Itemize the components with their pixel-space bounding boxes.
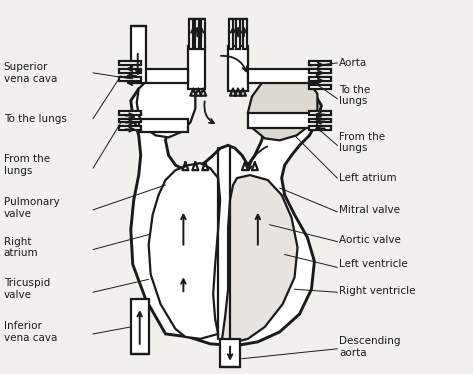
Polygon shape xyxy=(309,126,331,131)
Text: Superior
vena cava: Superior vena cava xyxy=(4,62,57,84)
Polygon shape xyxy=(119,119,140,122)
Text: Left ventricle: Left ventricle xyxy=(339,260,408,269)
Polygon shape xyxy=(220,339,240,367)
Polygon shape xyxy=(248,73,317,140)
Polygon shape xyxy=(131,26,146,83)
Polygon shape xyxy=(139,69,188,83)
Text: Right
atrium: Right atrium xyxy=(4,237,38,258)
Text: Aortic valve: Aortic valve xyxy=(339,234,401,245)
Text: Inferior
vena cava: Inferior vena cava xyxy=(4,321,57,343)
Polygon shape xyxy=(228,46,248,91)
Polygon shape xyxy=(201,19,205,49)
Text: To the
lungs: To the lungs xyxy=(339,85,370,107)
Polygon shape xyxy=(309,111,331,114)
Text: Descending
aorta: Descending aorta xyxy=(339,336,401,358)
Polygon shape xyxy=(131,299,149,354)
Polygon shape xyxy=(149,163,220,339)
Polygon shape xyxy=(243,19,247,49)
Polygon shape xyxy=(309,69,331,73)
Polygon shape xyxy=(195,19,199,49)
Text: Left atrium: Left atrium xyxy=(339,173,397,183)
Text: From the
lungs: From the lungs xyxy=(4,154,50,176)
Text: Mitral valve: Mitral valve xyxy=(339,205,400,215)
Polygon shape xyxy=(119,77,140,81)
Polygon shape xyxy=(309,61,331,65)
Text: Aorta: Aorta xyxy=(339,58,368,68)
Polygon shape xyxy=(236,19,240,49)
Polygon shape xyxy=(139,119,188,132)
Polygon shape xyxy=(137,74,195,137)
Polygon shape xyxy=(119,111,140,114)
Polygon shape xyxy=(119,126,140,131)
Polygon shape xyxy=(119,69,140,73)
Polygon shape xyxy=(189,19,193,49)
Polygon shape xyxy=(248,113,317,128)
Text: Right ventricle: Right ventricle xyxy=(339,286,416,296)
Polygon shape xyxy=(188,46,205,89)
Polygon shape xyxy=(309,85,331,89)
Text: Pulmonary
valve: Pulmonary valve xyxy=(4,197,60,219)
Polygon shape xyxy=(309,119,331,122)
Polygon shape xyxy=(119,61,140,65)
Polygon shape xyxy=(131,83,321,346)
Text: Tricuspid
valve: Tricuspid valve xyxy=(4,278,50,300)
Text: To the lungs: To the lungs xyxy=(4,114,67,123)
Polygon shape xyxy=(309,77,331,81)
Polygon shape xyxy=(229,19,233,49)
Polygon shape xyxy=(248,69,317,83)
Text: From the
lungs: From the lungs xyxy=(339,132,385,153)
Polygon shape xyxy=(222,175,298,342)
